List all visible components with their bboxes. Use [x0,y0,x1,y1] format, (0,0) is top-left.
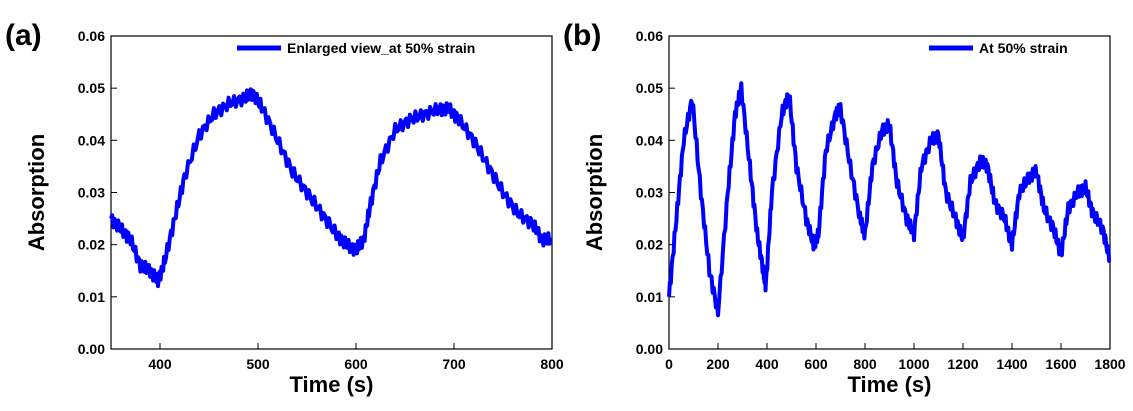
x-tick-label: 600 [344,356,368,372]
x-tick-label: 700 [442,356,466,372]
x-tick-label: 200 [706,356,730,372]
y-tick-label: 0.04 [78,132,105,148]
x-tick-label: 400 [755,356,779,372]
y-tick-label: 0.05 [636,80,663,96]
y-tick-label: 0.05 [78,80,105,96]
y-tick-label: 0.02 [636,237,663,253]
legend-label: Enlarged view_at 50% strain [287,40,475,56]
x-tick-label: 1400 [996,356,1027,372]
y-tick-label: 0.01 [78,289,105,305]
y-tick-label: 0.06 [636,28,663,44]
y-tick-label: 0.00 [636,341,663,357]
x-axis-label: Time (s) [848,372,932,397]
plot-frame [668,35,1111,350]
x-tick-label: 600 [804,356,828,372]
panel-label: (b) [563,19,601,52]
y-tick-label: 0.04 [636,132,663,148]
x-tick-label: 800 [853,356,877,372]
legend-label: At 50% strain [979,40,1068,56]
panel-a-chart: 0.00 0.01 0.02 0.03 0.04 0.05 0.06 400 500 600 700… [5,19,564,397]
x-tick-label: 400 [148,356,172,372]
x-tick-label: 1000 [898,356,929,372]
panel-b-chart: 0.00 0.01 0.02 0.03 0.04 0.05 0.06 0 200 400 600 80… [563,19,1126,397]
x-tick-label: 500 [246,356,270,372]
x-tick-label: 0 [665,356,673,372]
y-axis-label: Absorption [582,134,607,251]
x-tick-label: 1200 [947,356,978,372]
x-tick-label: 1800 [1094,356,1125,372]
y-tick-label: 0.01 [636,289,663,305]
series-line [109,87,553,289]
y-tick-label: 0.00 [78,341,105,357]
series-line [667,81,1112,318]
panel-label: (a) [5,19,42,52]
x-axis-label: Time (s) [290,372,374,397]
y-tick-label: 0.02 [78,237,105,253]
y-axis-label: Absorption [24,134,49,251]
x-tick-label: 1600 [1045,356,1076,372]
y-tick-label: 0.06 [78,28,105,44]
x-tick-label: 800 [540,356,564,372]
plot-frame [110,35,553,350]
y-tick-label: 0.03 [78,185,105,201]
y-tick-label: 0.03 [636,185,663,201]
